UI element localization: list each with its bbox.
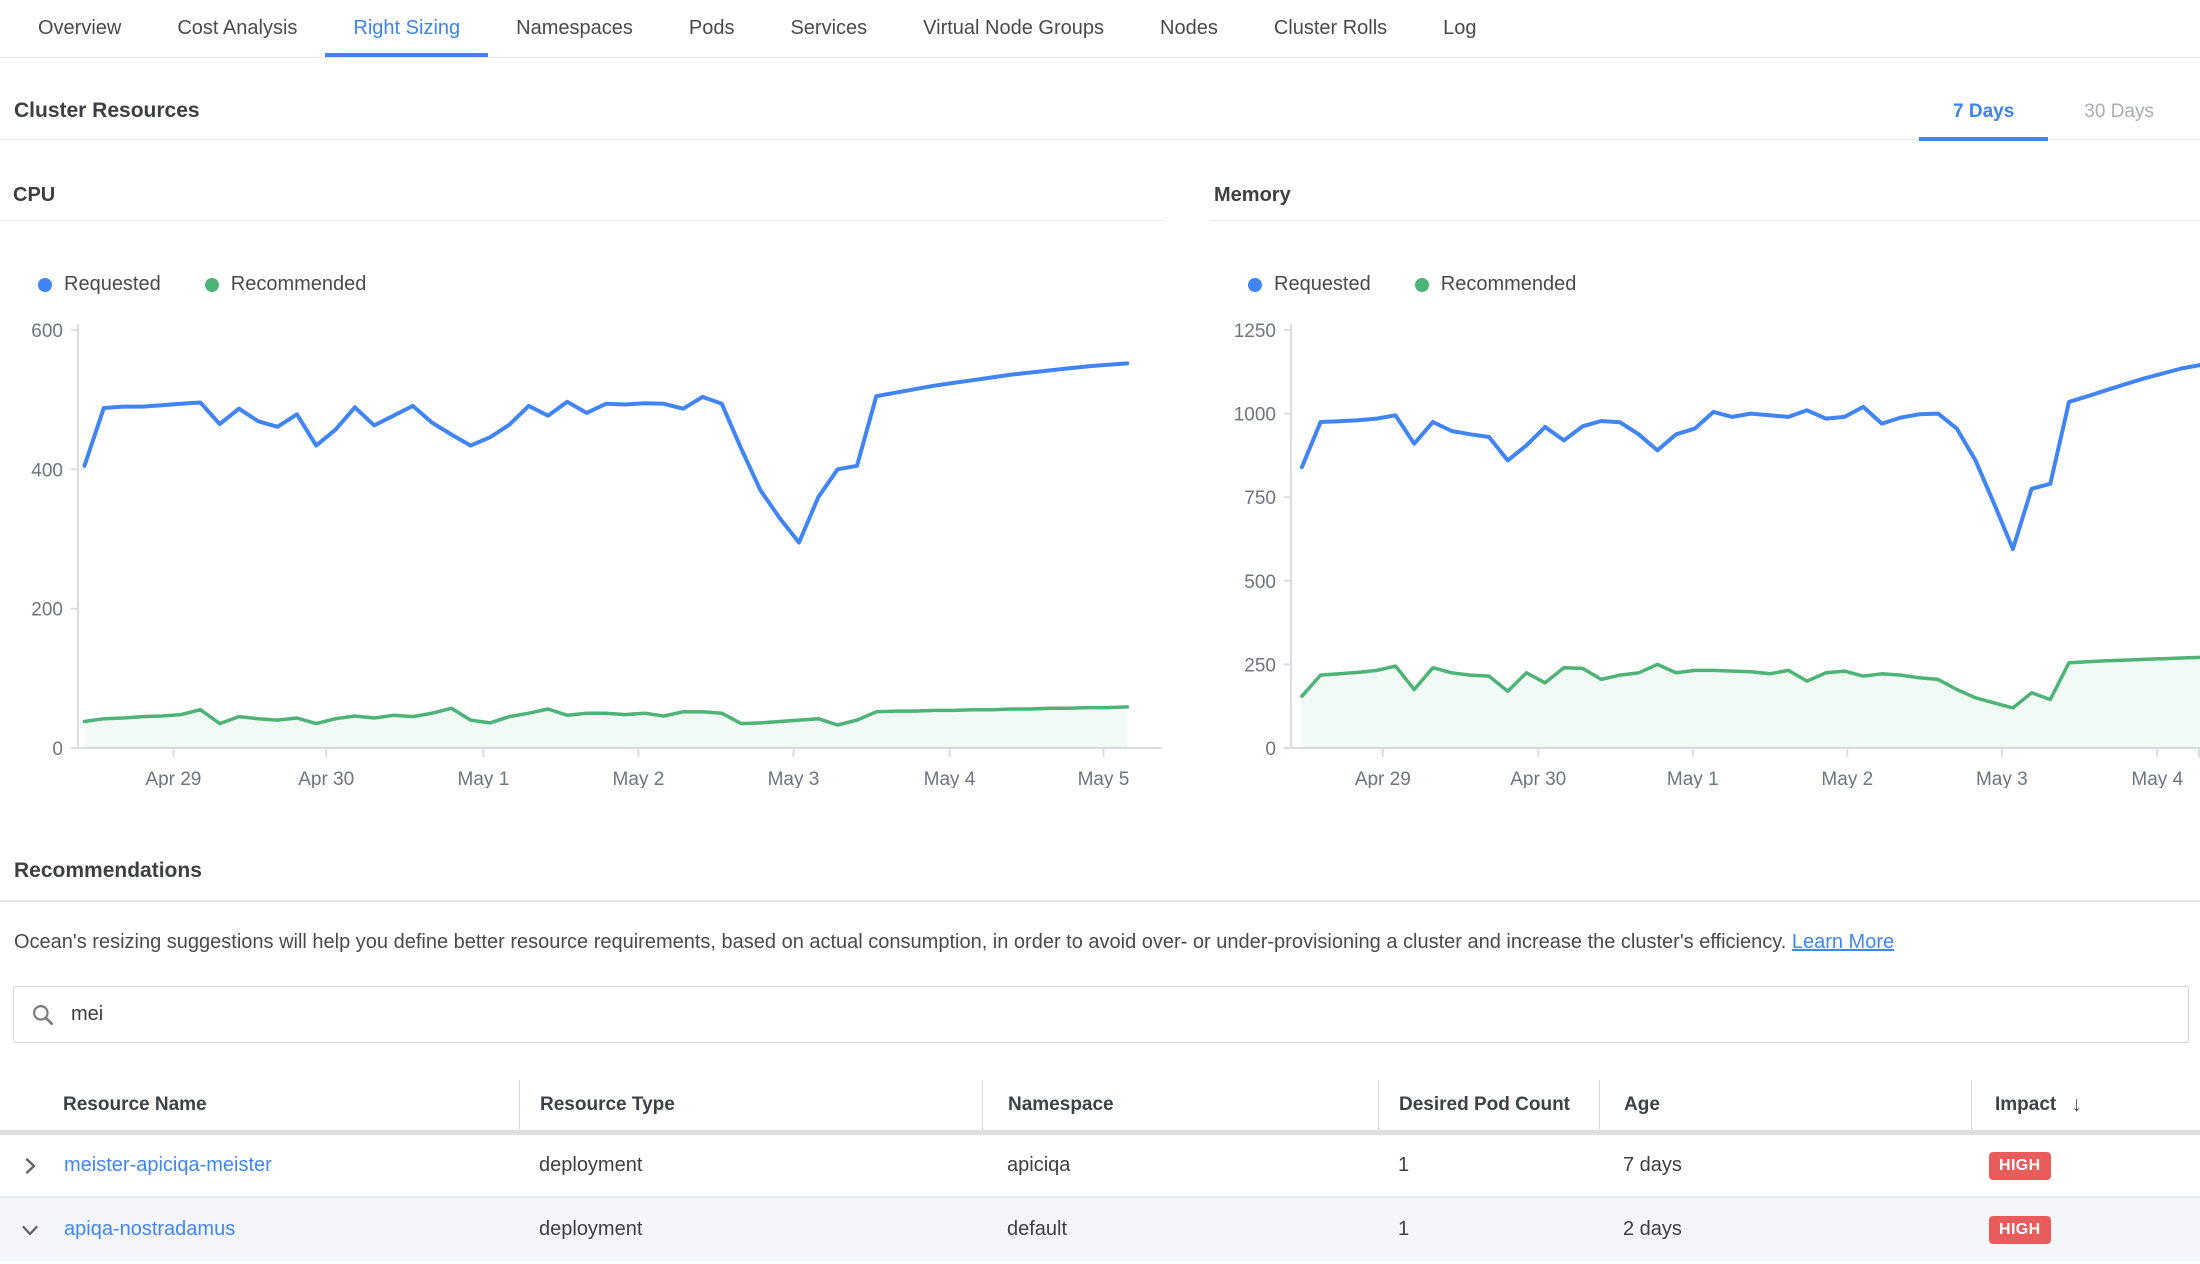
namespace-cell: default bbox=[982, 1218, 1378, 1241]
svg-text:250: 250 bbox=[1244, 655, 1276, 676]
recommendations-title: Recommendations bbox=[14, 859, 2186, 883]
period-toggle: 7 Days 30 Days bbox=[1953, 101, 2184, 139]
desired-pod-count-cell: 1 bbox=[1378, 1218, 1599, 1241]
requested-series-dot-icon bbox=[38, 278, 52, 292]
resource-type-cell: deployment bbox=[519, 1154, 982, 1177]
resource-search-box bbox=[13, 986, 2189, 1043]
main-tab-bar: Overview Cost Analysis Right Sizing Name… bbox=[0, 0, 2200, 58]
svg-text:500: 500 bbox=[1244, 572, 1276, 593]
impact-high-badge: HIGH bbox=[1989, 1216, 2051, 1244]
svg-text:200: 200 bbox=[31, 600, 63, 621]
recommendations-divider bbox=[0, 900, 2200, 902]
age-cell: 7 days bbox=[1599, 1154, 1971, 1177]
memory-chart-title: Memory bbox=[1210, 184, 2200, 221]
recommendations-description-text: Ocean's resizing suggestions will help y… bbox=[14, 931, 1792, 953]
legend-label-recommended: Recommended bbox=[1441, 273, 1577, 296]
legend-label-requested: Requested bbox=[64, 273, 161, 296]
desired-pod-count-cell: 1 bbox=[1378, 1154, 1599, 1177]
memory-chart-legend: Requested Recommended bbox=[1248, 273, 2200, 296]
period-30-days[interactable]: 30 Days bbox=[2084, 101, 2154, 139]
cpu-chart-canvas: 0 200 400 600 Apr 29 Apr 30 May 1 May 2 May 3 May… bbox=[0, 310, 1164, 788]
resource-type-cell: deployment bbox=[519, 1218, 982, 1241]
svg-text:400: 400 bbox=[31, 460, 63, 481]
resource-name-cell: apiqa-nostradamus bbox=[0, 1218, 519, 1242]
svg-text:0: 0 bbox=[52, 739, 63, 760]
legend-item-recommended[interactable]: Recommended bbox=[205, 273, 367, 296]
sort-descending-icon[interactable]: ↓ bbox=[2071, 1093, 2082, 1117]
recommended-series-dot-icon bbox=[1415, 278, 1429, 292]
svg-text:0: 0 bbox=[1265, 739, 1276, 760]
recommended-series-dot-icon bbox=[205, 278, 219, 292]
legend-item-requested[interactable]: Requested bbox=[1248, 273, 1371, 296]
column-header-age[interactable]: Age bbox=[1599, 1080, 1971, 1130]
tab-cluster-rolls[interactable]: Cluster Rolls bbox=[1246, 0, 1415, 57]
tab-cost-analysis[interactable]: Cost Analysis bbox=[149, 0, 325, 57]
svg-text:Apr 30: Apr 30 bbox=[1510, 769, 1566, 788]
search-input[interactable] bbox=[71, 1003, 2172, 1026]
legend-label-recommended: Recommended bbox=[231, 273, 367, 296]
table-row[interactable]: meister-apiciqa-meister deployment apici… bbox=[0, 1135, 2200, 1198]
requested-series-dot-icon bbox=[1248, 278, 1262, 292]
column-header-resource-name[interactable]: Resource Name bbox=[0, 1080, 519, 1130]
cpu-chart-title: CPU bbox=[0, 184, 1164, 221]
namespace-cell: apiciqa bbox=[982, 1154, 1378, 1177]
cluster-resources-header: Cluster Resources 7 Days 30 Days bbox=[0, 58, 2200, 140]
svg-text:May 2: May 2 bbox=[613, 769, 665, 788]
tab-log[interactable]: Log bbox=[1415, 0, 1504, 57]
svg-text:May 4: May 4 bbox=[924, 769, 976, 788]
charts-row: CPU Requested Recommended 0 200 400 600 Apr … bbox=[0, 184, 2200, 793]
resource-name-cell: meister-apiciqa-meister bbox=[0, 1154, 519, 1178]
legend-item-recommended[interactable]: Recommended bbox=[1415, 273, 1577, 296]
resource-name-link[interactable]: meister-apiciqa-meister bbox=[64, 1154, 272, 1177]
svg-text:Apr 29: Apr 29 bbox=[1355, 769, 1411, 788]
svg-text:600: 600 bbox=[31, 321, 63, 342]
svg-text:1250: 1250 bbox=[1234, 321, 1276, 342]
tab-nodes[interactable]: Nodes bbox=[1132, 0, 1246, 57]
tab-namespaces[interactable]: Namespaces bbox=[488, 0, 661, 57]
column-header-desired-pod-count[interactable]: Desired Pod Count bbox=[1378, 1080, 1599, 1130]
recommendations-table: Resource Name Resource Type Namespace De… bbox=[0, 1080, 2200, 1261]
svg-text:May 1: May 1 bbox=[1667, 769, 1719, 788]
table-header-row: Resource Name Resource Type Namespace De… bbox=[0, 1080, 2200, 1135]
resource-name-link[interactable]: apiqa-nostradamus bbox=[64, 1218, 235, 1241]
svg-text:May 4: May 4 bbox=[2131, 769, 2183, 788]
tab-overview[interactable]: Overview bbox=[10, 0, 149, 57]
table-row[interactable]: apiqa-nostradamus deployment default 1 2… bbox=[0, 1198, 2200, 1261]
cluster-resources-title: Cluster Resources bbox=[14, 99, 200, 139]
cpu-chart-legend: Requested Recommended bbox=[38, 273, 1164, 296]
column-header-resource-type[interactable]: Resource Type bbox=[519, 1080, 982, 1130]
svg-text:May 3: May 3 bbox=[768, 769, 820, 788]
tab-virtual-node-groups[interactable]: Virtual Node Groups bbox=[895, 0, 1132, 57]
memory-chart-canvas: 0 250 500 750 1000 1250 Apr 29 Apr 30 May 1 May 2… bbox=[1210, 310, 2200, 788]
impact-header-label: Impact bbox=[1995, 1094, 2056, 1116]
learn-more-link[interactable]: Learn More bbox=[1792, 931, 1894, 953]
impact-high-badge: HIGH bbox=[1989, 1152, 2051, 1180]
chevron-down-icon[interactable] bbox=[18, 1218, 42, 1242]
tab-right-sizing[interactable]: Right Sizing bbox=[325, 0, 488, 57]
tab-pods[interactable]: Pods bbox=[661, 0, 763, 57]
memory-chart-block: Memory Requested Recommended 0 250 500 750 1… bbox=[1210, 184, 2200, 793]
svg-text:Apr 29: Apr 29 bbox=[145, 769, 201, 788]
svg-text:May 2: May 2 bbox=[1821, 769, 1873, 788]
column-header-namespace[interactable]: Namespace bbox=[982, 1080, 1378, 1130]
svg-text:May 3: May 3 bbox=[1976, 769, 2028, 788]
period-7-days[interactable]: 7 Days bbox=[1953, 101, 2014, 139]
recommendations-description: Ocean's resizing suggestions will help y… bbox=[14, 928, 2186, 956]
age-cell: 2 days bbox=[1599, 1218, 1971, 1241]
svg-text:Apr 30: Apr 30 bbox=[298, 769, 354, 788]
tab-services[interactable]: Services bbox=[762, 0, 895, 57]
svg-text:750: 750 bbox=[1244, 488, 1276, 509]
impact-cell: HIGH bbox=[1971, 1216, 2200, 1244]
impact-cell: HIGH bbox=[1971, 1152, 2200, 1180]
chevron-right-icon[interactable] bbox=[18, 1154, 42, 1178]
svg-text:May 5: May 5 bbox=[1078, 769, 1130, 788]
column-header-impact[interactable]: Impact ↓ bbox=[1971, 1080, 2200, 1130]
cpu-chart-block: CPU Requested Recommended 0 200 400 600 Apr … bbox=[0, 184, 1164, 793]
legend-item-requested[interactable]: Requested bbox=[38, 273, 161, 296]
search-icon bbox=[30, 1002, 56, 1028]
svg-text:May 1: May 1 bbox=[458, 769, 510, 788]
legend-label-requested: Requested bbox=[1274, 273, 1371, 296]
svg-text:1000: 1000 bbox=[1234, 405, 1276, 426]
